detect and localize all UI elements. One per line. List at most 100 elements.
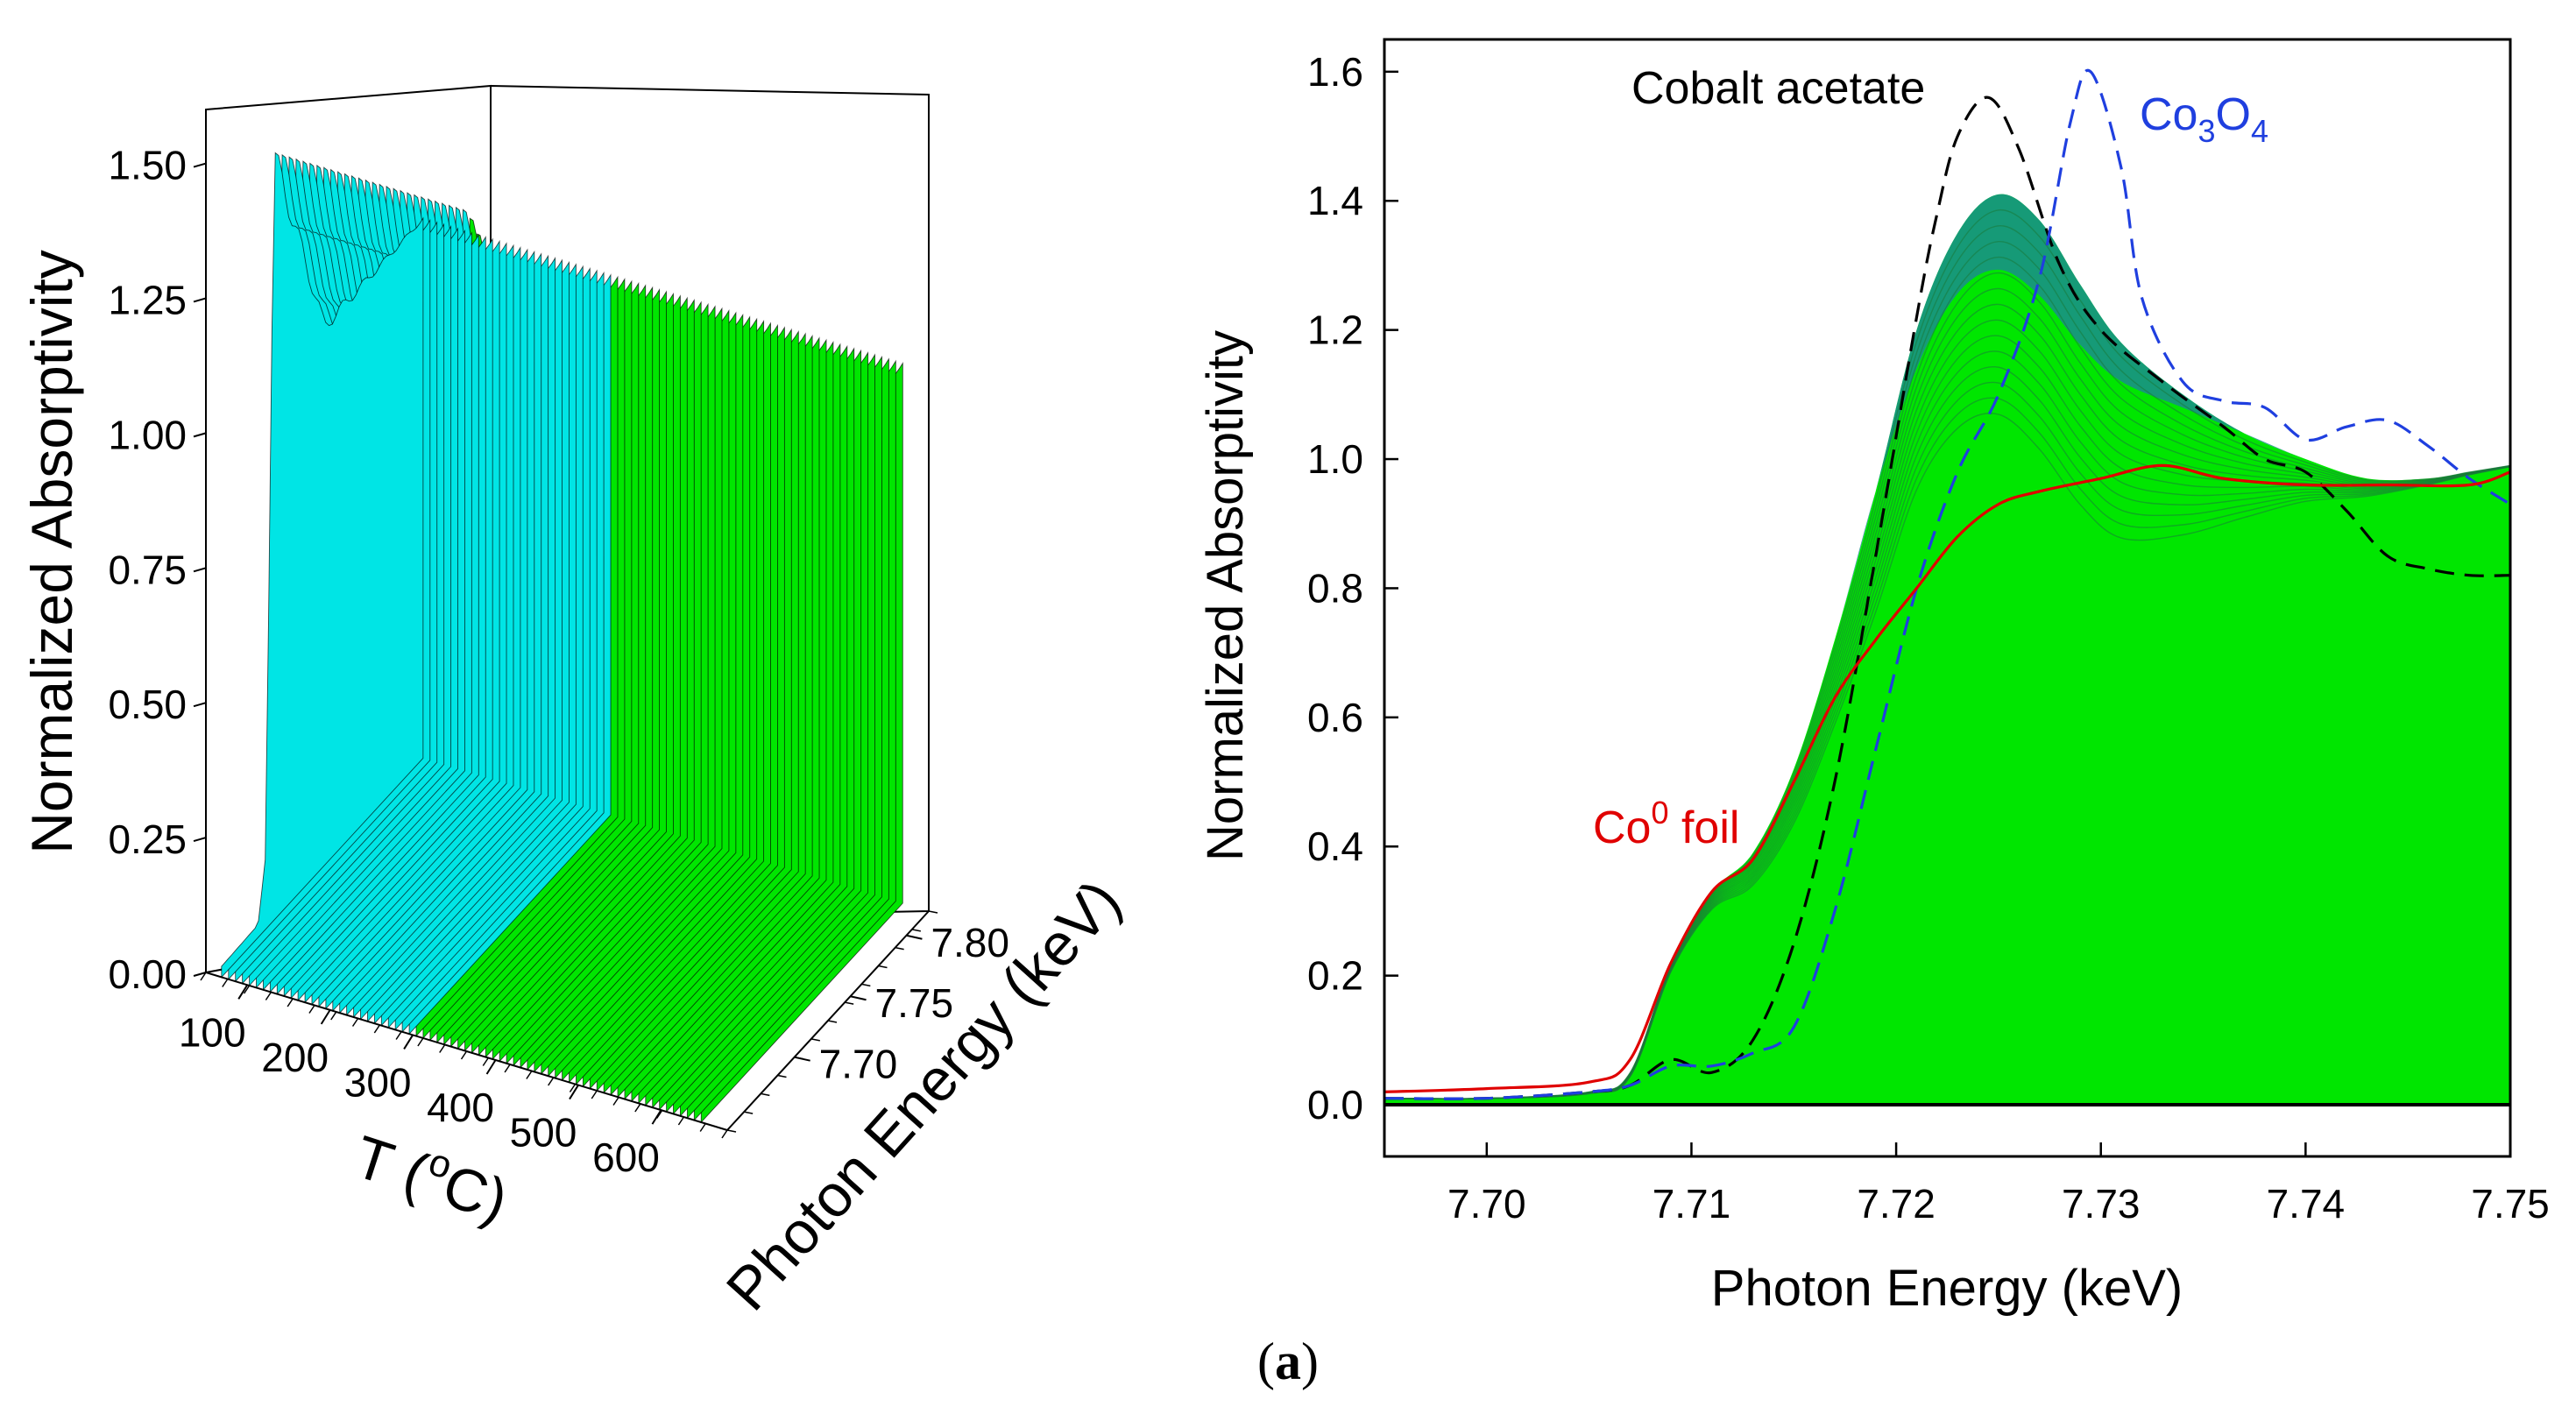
caption-letter: a [1275,1333,1301,1390]
x-axis-label: Photon Energy (keV) [1711,1260,2183,1317]
t-axis-label: T (oC) [346,1118,517,1234]
co-foil-part-1: Co [1593,802,1651,853]
t-minor-tick [373,1024,380,1034]
t-minor-tick [308,1005,315,1014]
t-minor-tick [612,1097,619,1106]
z-tick-label: 1.00 [108,412,187,457]
z-tick [193,162,207,168]
energy-minor-tick [761,1092,770,1097]
t-minor-tick [569,1084,577,1092]
x-axis-ticks: 7.70 7.71 7.72 7.73 7.74 7.75 [1447,1142,2550,1227]
energy-minor-tick [744,1111,754,1114]
y-tick-label: 1.2 [1307,308,1363,353]
in-situ-envelope [1384,194,2511,1106]
t-minor-tick [351,1018,359,1027]
energy-tick [850,995,867,1001]
t-minor-tick [200,972,207,981]
t-tick [651,1109,662,1125]
t-minor-tick [721,1129,728,1139]
energy-minor-tick [777,1074,787,1078]
y-tick-label: 1.4 [1307,178,1363,223]
spectra-group [221,152,903,1124]
xanes-line-chart: 7.70 7.71 7.72 7.73 7.74 7.75 0.0 0.2 0.4 0.6 0.8… [1197,38,2550,1317]
energy-minor-tick [845,1001,854,1005]
t-minor-tick [677,1116,685,1126]
caption-open: ( [1257,1333,1275,1390]
t-tick [485,1059,497,1075]
y-axis-ticks: 0.0 0.2 0.4 0.6 0.8 1.0 1.2 1.4 1.6 [1307,49,1398,1128]
t-minor-tick [222,979,229,987]
z-axis-ticks: 0.00 0.25 0.50 0.75 1.00 1.25 1.50 [108,143,207,997]
t-minor-tick [265,992,272,1000]
x-tick-label: 7.70 [1447,1181,1526,1227]
energy-minor-tick [726,1129,737,1133]
figure-caption: (a) [0,1332,2576,1392]
energy-minor-tick [911,929,921,932]
t-minor-tick [482,1057,489,1066]
t-minor-tick [656,1110,663,1119]
energy-axis-ticks: 7.70 7.75 7.80 [726,910,1009,1133]
z-tick-label: 0.50 [108,682,187,727]
y-tick-label: 0.0 [1307,1082,1363,1128]
energy-tick-label: 7.70 [819,1042,898,1087]
x-tick-label: 7.75 [2471,1181,2550,1227]
z-tick-label: 0.00 [108,951,187,997]
x-tick-label: 7.74 [2267,1181,2346,1227]
t-minor-tick [634,1103,641,1113]
energy-tick [906,934,923,940]
t-tick-label: 500 [510,1110,577,1156]
co3o4-part-2: 3 [2197,113,2215,149]
t-minor-tick [548,1077,555,1086]
t-minor-tick [439,1044,446,1053]
x-tick-label: 7.71 [1652,1181,1731,1227]
reference-lines [1384,68,2511,1100]
z-tick [193,567,207,573]
z-tick [193,972,207,977]
energy-tick-label: 7.80 [931,920,1009,965]
co3o4-part-1: Co [2140,89,2197,140]
waterfall-3d-chart: 0.00 0.25 0.50 0.75 1.00 1.25 1.50 100 200 300 40… [19,84,1134,1323]
spectrum-trace [221,152,424,979]
t-tick [403,1034,414,1050]
z-tick [193,432,207,438]
co3o4-part-4: 4 [2251,113,2268,149]
z-tick-label: 1.50 [108,143,187,188]
t-minor-tick [287,998,294,1007]
t-minor-tick [504,1064,511,1073]
caption-close: ) [1301,1333,1319,1390]
series-line-2 [1384,463,2511,1093]
t-tick-label: 300 [344,1059,412,1105]
z-tick-label: 1.25 [108,277,187,322]
t-tick [569,1085,579,1100]
y-tick-label: 0.4 [1307,824,1363,869]
energy-minor-tick [895,946,904,951]
annotation-co3o4: Co3O4 [2140,89,2268,149]
z-tick-label: 0.75 [108,547,187,592]
t-minor-tick [395,1031,402,1040]
z-axis-label: Normalized Absorptivity [19,250,84,854]
t-tick-label: 600 [592,1135,660,1180]
t-minor-tick [526,1071,533,1079]
annotation-cobalt-acetate: Cobalt acetate [1631,63,1925,114]
annotation-co-foil: Co0 foil [1593,795,1739,853]
t-tick [320,1009,331,1025]
in-situ-spectrum-trace [1384,413,2511,1099]
t-minor-tick [330,1011,337,1021]
x-tick-label: 7.72 [1857,1181,1936,1227]
y-axis-label: Normalized Absorptivity [1197,330,1254,861]
plot-frame [1383,38,2512,1158]
z-tick-label: 0.25 [108,817,187,862]
energy-minor-tick [827,1020,838,1023]
t-minor-tick [417,1037,424,1047]
y-tick-label: 0.8 [1307,565,1363,611]
co-foil-part-3: foil [1669,802,1740,853]
energy-minor-tick [810,1038,820,1042]
t-tick-label: 200 [261,1035,329,1080]
energy-minor-tick [928,910,938,914]
energy-minor-tick [861,983,871,987]
z-tick [193,837,207,843]
y-tick-label: 0.6 [1307,695,1363,740]
y-tick-label: 1.6 [1307,49,1363,95]
x-tick-label: 7.73 [2062,1181,2141,1227]
